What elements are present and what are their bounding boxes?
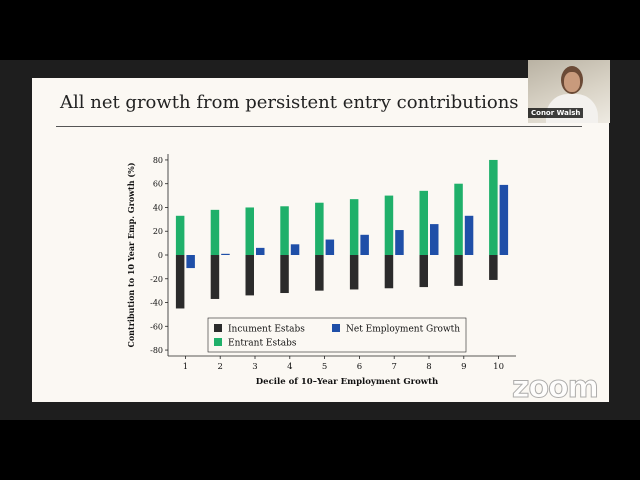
y-tick-label: 20 — [153, 227, 163, 236]
bar-net-4 — [290, 244, 300, 255]
y-tick-label: 40 — [153, 203, 163, 212]
y-tick-label: 80 — [153, 156, 163, 165]
bar-entrant-5 — [315, 202, 324, 255]
bar-chart: -80 -60 -40 -20 0 20 40 60 80 1 2 3 4 5 6 7 8 9 10 Decile o… — [126, 154, 516, 387]
bar-incumbent-8 — [419, 255, 428, 288]
x-axis-label: Decile of 10–Year Employment Growth — [256, 377, 438, 387]
y-tick-label: -40 — [150, 299, 163, 308]
bar-incumbent-1 — [175, 255, 185, 309]
legend-swatch-net — [332, 324, 340, 332]
bar-incumbent-6 — [349, 255, 359, 290]
participant-face — [564, 72, 580, 92]
bar-incumbent-10 — [489, 255, 498, 280]
bar-net-2 — [221, 253, 230, 255]
legend-box — [207, 317, 467, 353]
legend-swatch-entrant — [214, 338, 222, 346]
bar-incumbent-3 — [245, 255, 254, 296]
bar-entrant-1 — [175, 215, 185, 255]
y-tick-label: 0 — [158, 251, 163, 260]
x-tick-label: 8 — [426, 362, 431, 372]
y-tick-label: -60 — [150, 322, 163, 331]
zoom-watermark-logo: zoom — [512, 370, 600, 406]
bar-net-10 — [499, 184, 509, 255]
bar-incumbent-2 — [210, 255, 220, 299]
bar-net-9 — [464, 215, 474, 255]
x-tick-label: 1 — [183, 362, 188, 372]
bar-net-1 — [186, 255, 195, 269]
participant-name-label: Conor Walsh — [528, 108, 584, 118]
x-tick-label: 2 — [217, 362, 222, 372]
x-tick-label: 4 — [287, 362, 292, 372]
bar-incumbent-4 — [280, 255, 289, 294]
x-tick-label: 6 — [357, 362, 362, 372]
legend-label-incumbent: Incument Estabs — [228, 325, 305, 335]
bar-net-8 — [430, 224, 439, 255]
bar-entrant-4 — [280, 206, 289, 255]
slide-title: All net growth from persistent entry con… — [60, 92, 519, 113]
bar-entrant-9 — [454, 183, 463, 255]
y-tick-label: 60 — [153, 180, 163, 189]
bar-net-5 — [325, 239, 335, 255]
bar-entrant-2 — [210, 209, 220, 255]
shared-slide: All net growth from persistent entry con… — [32, 78, 609, 402]
legend-label-entrant: Entrant Estabs — [228, 339, 297, 349]
y-axis-label: Contribution to 10 Year Emp. Growth (%) — [126, 162, 136, 347]
bar-entrant-8 — [419, 190, 428, 255]
x-tick-label: 9 — [461, 362, 466, 372]
legend-swatch-incumbent — [214, 324, 222, 332]
bar-entrant-10 — [489, 159, 498, 255]
bar-incumbent-5 — [315, 255, 324, 291]
bar-net-3 — [256, 247, 265, 255]
x-tick-label: 5 — [322, 362, 327, 372]
legend-label-net: Net Employment Growth — [346, 325, 460, 335]
bar-entrant-3 — [245, 207, 254, 255]
y-tick-label: -20 — [150, 275, 163, 284]
bar-net-6 — [360, 234, 369, 255]
participant-video-tile[interactable]: Conor Walsh — [528, 60, 610, 123]
y-tick-label: -80 — [150, 346, 163, 355]
bar-entrant-6 — [349, 199, 359, 255]
x-tick-label: 7 — [391, 362, 396, 372]
bar-incumbent-7 — [384, 255, 394, 289]
bar-net-7 — [395, 230, 404, 255]
bar-incumbent-9 — [454, 255, 463, 286]
x-tick-label: 3 — [252, 362, 257, 372]
bar-entrant-7 — [384, 195, 394, 255]
x-tick-label: 10 — [493, 362, 504, 372]
title-divider — [56, 126, 582, 127]
